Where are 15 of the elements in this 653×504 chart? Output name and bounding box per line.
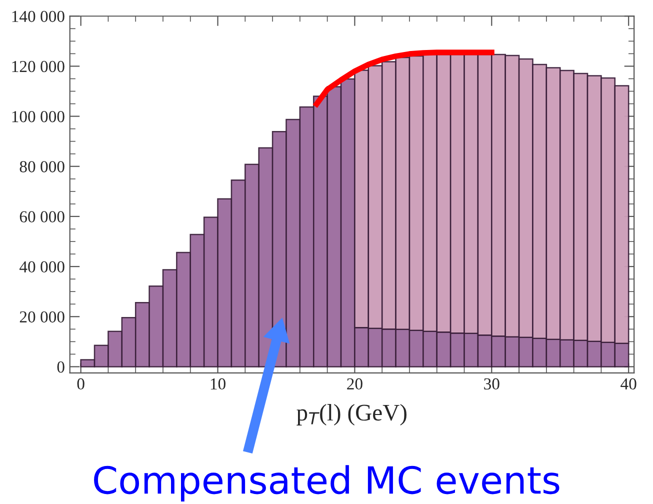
text: Compensated MC events <box>94 465 560 502</box>
y-tick-label: 60 000 <box>20 211 64 222</box>
x-tick-label: 0 <box>77 378 84 390</box>
x-tick-label: 40 <box>620 378 636 390</box>
y-tick-label: 40 000 <box>20 261 64 272</box>
x-tick-label: 30 <box>484 378 500 390</box>
y-tick-label: 80 000 <box>20 161 64 172</box>
y-tick-label: 0 <box>57 361 64 373</box>
x-axis-title: p$_{T}$(l) (GeV) <box>296 404 406 426</box>
y-tick-label: 20 000 <box>20 311 64 323</box>
x-tick-label: 10 <box>210 378 226 390</box>
y-tick-label: 140 000 <box>12 10 64 22</box>
x-tick-label: 20 <box>347 378 362 390</box>
y-tick-label: 120 000 <box>12 60 64 72</box>
y-tick-label: 100 000 <box>12 110 64 122</box>
